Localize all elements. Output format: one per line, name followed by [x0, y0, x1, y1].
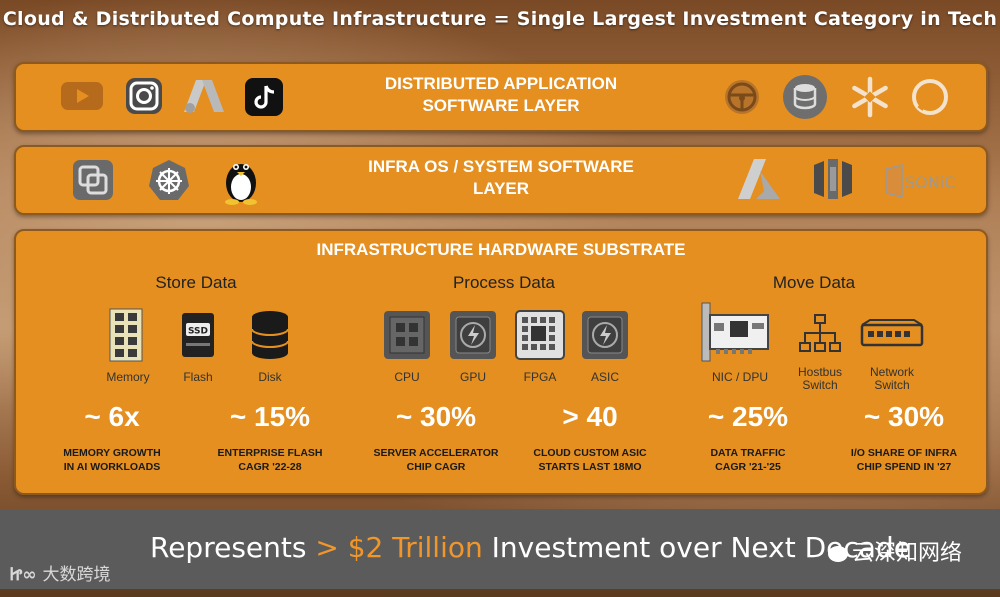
watermark-left-text: 大数跨境: [42, 565, 111, 585]
label-nic-dpu: NIC / DPU: [711, 370, 768, 384]
desc-custom-asic: CLOUD CUSTOM ASIC STARTS LAST 18MO: [505, 446, 675, 474]
desc-io-share-line1: I/O SHARE OF INFRA: [850, 447, 958, 459]
oracle-database-icon: [782, 74, 828, 120]
desc-data-traffic: DATA TRAFFIC CAGR '21-'25: [663, 446, 833, 474]
sonic-icon: SONiC: [882, 163, 958, 199]
aws-icon: [810, 155, 856, 203]
application-layer-title-line1: DISTRIBUTED APPLICATION: [384, 74, 618, 93]
page-title: Cloud & Distributed Compute Infrastructu…: [2, 8, 998, 30]
label-network-line1: Network: [869, 365, 914, 379]
application-layer-panel: DISTRIBUTED APPLICATION SOFTWARE LAYER: [14, 62, 988, 132]
ssd-icon: SSD: [180, 311, 216, 359]
desc-server-accelerator-line2: CHIP CAGR: [406, 461, 466, 473]
watermark-left: Ꮵ∞ 大数跨境: [10, 560, 110, 585]
youtube-icon: [60, 80, 104, 112]
section-store-data: Store Data: [155, 273, 237, 292]
footer-highlight: > $2 Trillion: [315, 531, 483, 564]
stat-server-accelerator: ~ 30%: [395, 401, 477, 432]
desc-memory-growth: MEMORY GROWTH IN AI WORKLOADS: [27, 446, 197, 474]
instagram-icon: [124, 76, 164, 116]
desc-enterprise-flash: ENTERPRISE FLASH CAGR '22-28: [185, 446, 355, 474]
label-memory: Memory: [106, 370, 150, 384]
os-layer-title: INFRA OS / SYSTEM SOFTWARE LAYER: [16, 156, 986, 200]
stat-memory-growth: ~ 6x: [84, 401, 140, 432]
stat-enterprise-flash: ~ 15%: [229, 401, 311, 432]
network-switch-icon: [860, 319, 924, 351]
hostbus-switch-icon: [798, 313, 842, 355]
os-layer-title-line2: LAYER: [472, 179, 530, 198]
label-hostbus-switch: Hostbus Switch: [780, 366, 860, 392]
alexa-icon: [911, 78, 949, 116]
hardware-layer-panel: INFRASTRUCTURE HARDWARE SUBSTRATE Store …: [14, 229, 988, 495]
desc-data-traffic-line2: CAGR '21-'25: [715, 461, 781, 473]
stat-custom-asic: > 40: [562, 401, 618, 432]
wechat-icon: [828, 546, 848, 562]
desc-memory-growth-line2: IN AI WORKLOADS: [63, 461, 161, 473]
azure-icon: [736, 157, 782, 201]
watermark-right-text: 云深知网络: [852, 541, 963, 566]
disk-icon: [250, 309, 290, 361]
gpu-icon: [448, 309, 498, 361]
footer-statement: Represents > $2 Trillion Investment over…: [150, 531, 911, 564]
label-flash: Flash: [183, 370, 213, 384]
nic-dpu-icon: [700, 301, 774, 363]
label-fpga: FPGA: [523, 370, 557, 384]
google-ads-icon: [182, 78, 226, 116]
kubernetes-icon: [148, 159, 190, 201]
hardware-layer-title: INFRASTRUCTURE HARDWARE SUBSTRATE: [316, 240, 686, 259]
desc-io-share-line2: CHIP SPEND IN '27: [856, 461, 952, 473]
cpu-icon: [382, 309, 432, 361]
desc-enterprise-flash-line1: ENTERPRISE FLASH: [217, 447, 323, 459]
label-hostbus-line2: Switch: [802, 378, 838, 392]
stat-io-share: ~ 30%: [863, 401, 945, 432]
memory-icon: [108, 307, 144, 363]
linux-tux-icon: [222, 155, 260, 205]
os-layer-title-line1: INFRA OS / SYSTEM SOFTWARE: [368, 157, 634, 176]
desc-data-traffic-line1: DATA TRAFFIC: [710, 447, 786, 459]
desc-custom-asic-line2: STARTS LAST 18MO: [538, 461, 642, 473]
svg-text:SSD: SSD: [188, 327, 208, 337]
label-disk: Disk: [258, 370, 282, 384]
label-asic: ASIC: [590, 370, 619, 384]
application-layer-title: DISTRIBUTED APPLICATION SOFTWARE LAYER: [16, 73, 986, 117]
watermark-right: 云深知网络: [828, 535, 962, 567]
label-hostbus-line1: Hostbus: [797, 365, 843, 379]
label-network-line2: Switch: [874, 378, 910, 392]
snowflake-icon: [849, 76, 891, 118]
desc-memory-growth-line1: MEMORY GROWTH: [63, 447, 161, 459]
footer-prefix: Represents: [150, 531, 316, 564]
asic-icon: [580, 309, 630, 361]
desc-custom-asic-line1: CLOUD CUSTOM ASIC: [533, 447, 647, 459]
desc-enterprise-flash-line2: CAGR '22-28: [238, 461, 302, 473]
stat-data-traffic: ~ 25%: [707, 401, 789, 432]
vmware-icon: [72, 159, 114, 201]
tiktok-icon: [244, 77, 284, 117]
label-cpu: CPU: [394, 370, 420, 384]
steering-wheel-icon: [722, 77, 762, 117]
desc-server-accelerator: SERVER ACCELERATOR CHIP CAGR: [351, 446, 521, 474]
label-gpu: GPU: [459, 370, 486, 384]
os-layer-panel: INFRA OS / SYSTEM SOFTWARE LAYER SONiC: [14, 145, 988, 215]
application-layer-title-line2: SOFTWARE LAYER: [422, 96, 580, 115]
svg-text:SONiC: SONiC: [905, 173, 955, 192]
desc-io-share: I/O SHARE OF INFRA CHIP SPEND IN '27: [819, 446, 989, 474]
section-move-data: Move Data: [772, 273, 856, 292]
label-network-switch: Network Switch: [852, 366, 932, 392]
section-process-data: Process Data: [452, 273, 556, 292]
desc-server-accelerator-line1: SERVER ACCELERATOR: [373, 447, 499, 459]
fpga-icon: [514, 309, 566, 361]
watermark-left-logo-icon: Ꮵ∞: [10, 565, 43, 585]
